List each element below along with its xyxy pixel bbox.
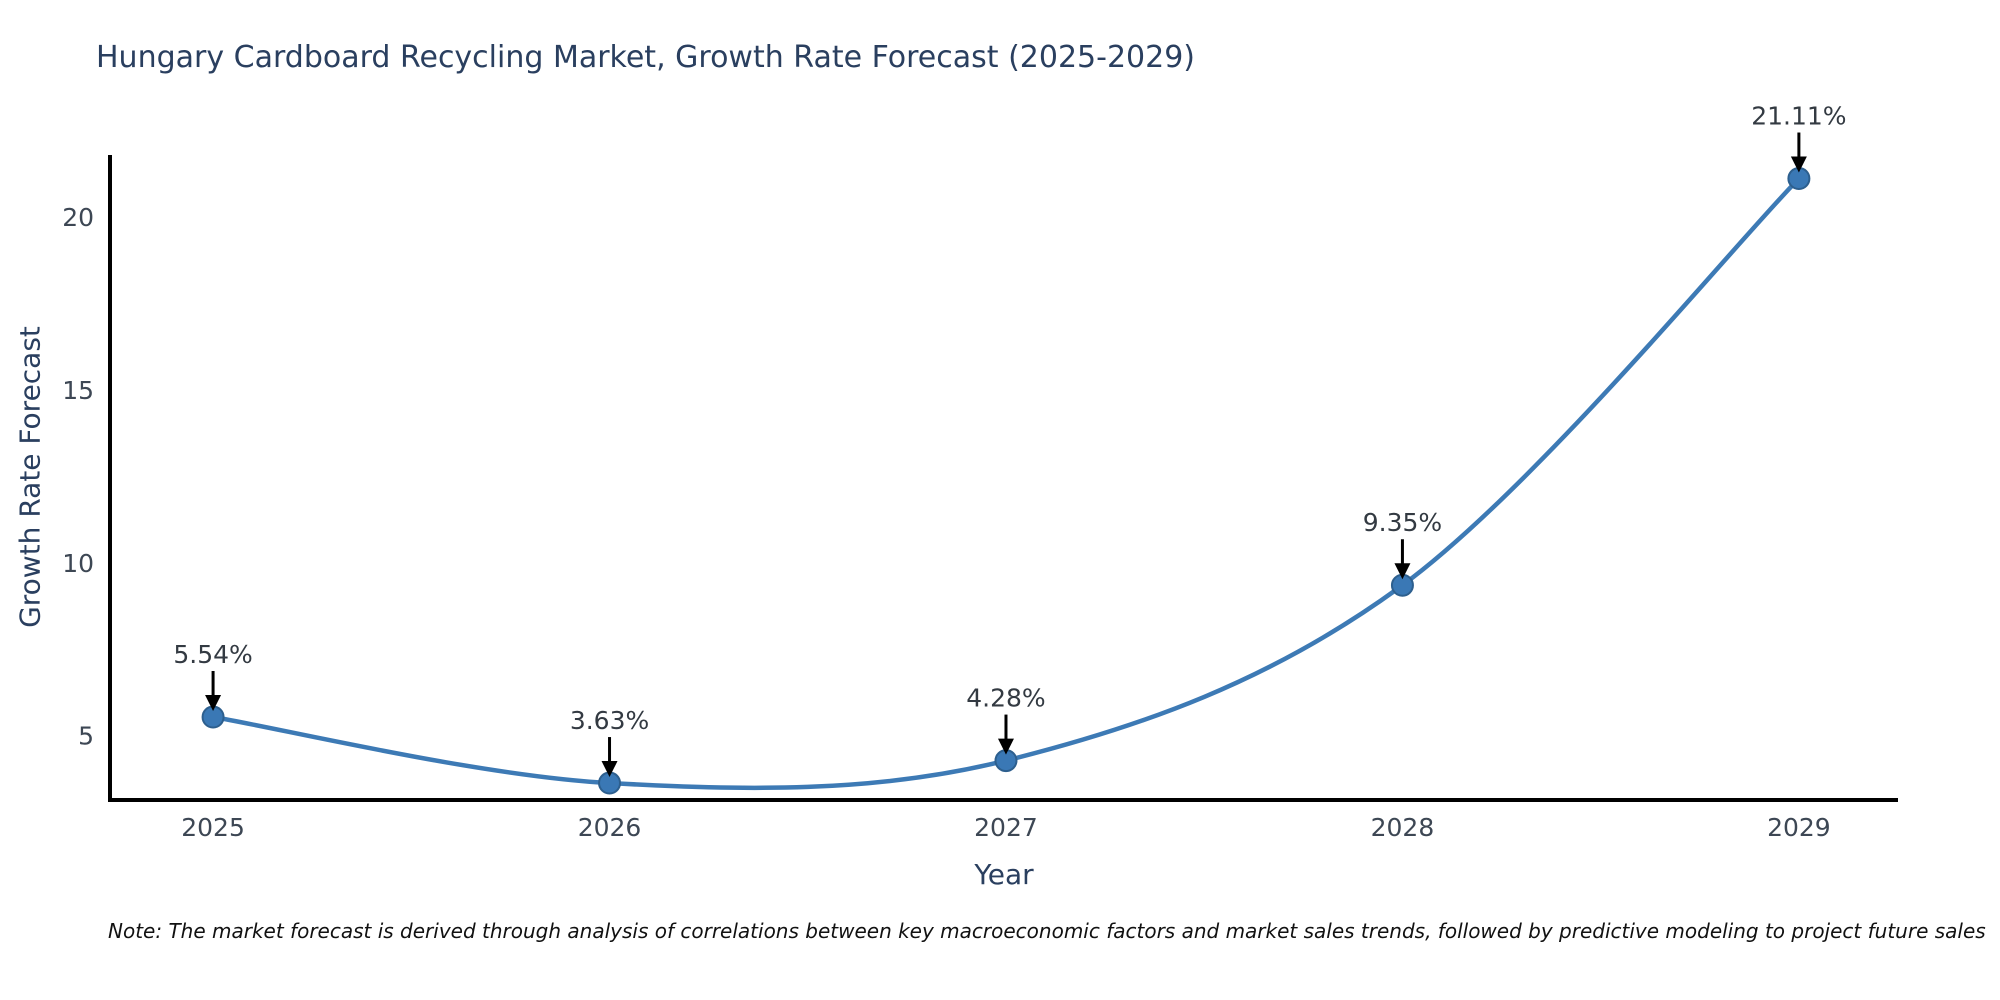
y-tick-label: 10: [62, 549, 94, 578]
x-axis-title: Year: [974, 858, 1034, 891]
annotation-arrowhead: [601, 761, 618, 778]
chart-title: Hungary Cardboard Recycling Market, Grow…: [96, 40, 1195, 75]
x-tick-label: 2028: [1371, 813, 1435, 842]
data-point-label: 5.54%: [173, 640, 252, 669]
x-tick-label: 2027: [974, 813, 1038, 842]
y-tick-label: 5: [78, 722, 94, 751]
data-point-label: 4.28%: [966, 684, 1045, 713]
annotation-arrowhead: [1394, 563, 1411, 580]
y-tick-label: 15: [62, 376, 94, 405]
x-tick-label: 2026: [578, 813, 642, 842]
annotation-arrowhead: [997, 738, 1014, 755]
x-tick-label: 2029: [1767, 813, 1831, 842]
annotation-arrowhead: [205, 694, 222, 711]
y-tick-label: 20: [62, 203, 94, 232]
data-point-label: 3.63%: [570, 706, 649, 735]
data-point-label: 9.35%: [1363, 508, 1442, 537]
annotation-arrowhead: [1790, 156, 1807, 173]
data-point-label: 21.11%: [1751, 102, 1846, 131]
footnote: Note: The market forecast is derived thr…: [108, 919, 1986, 943]
x-tick-label: 2025: [181, 813, 245, 842]
